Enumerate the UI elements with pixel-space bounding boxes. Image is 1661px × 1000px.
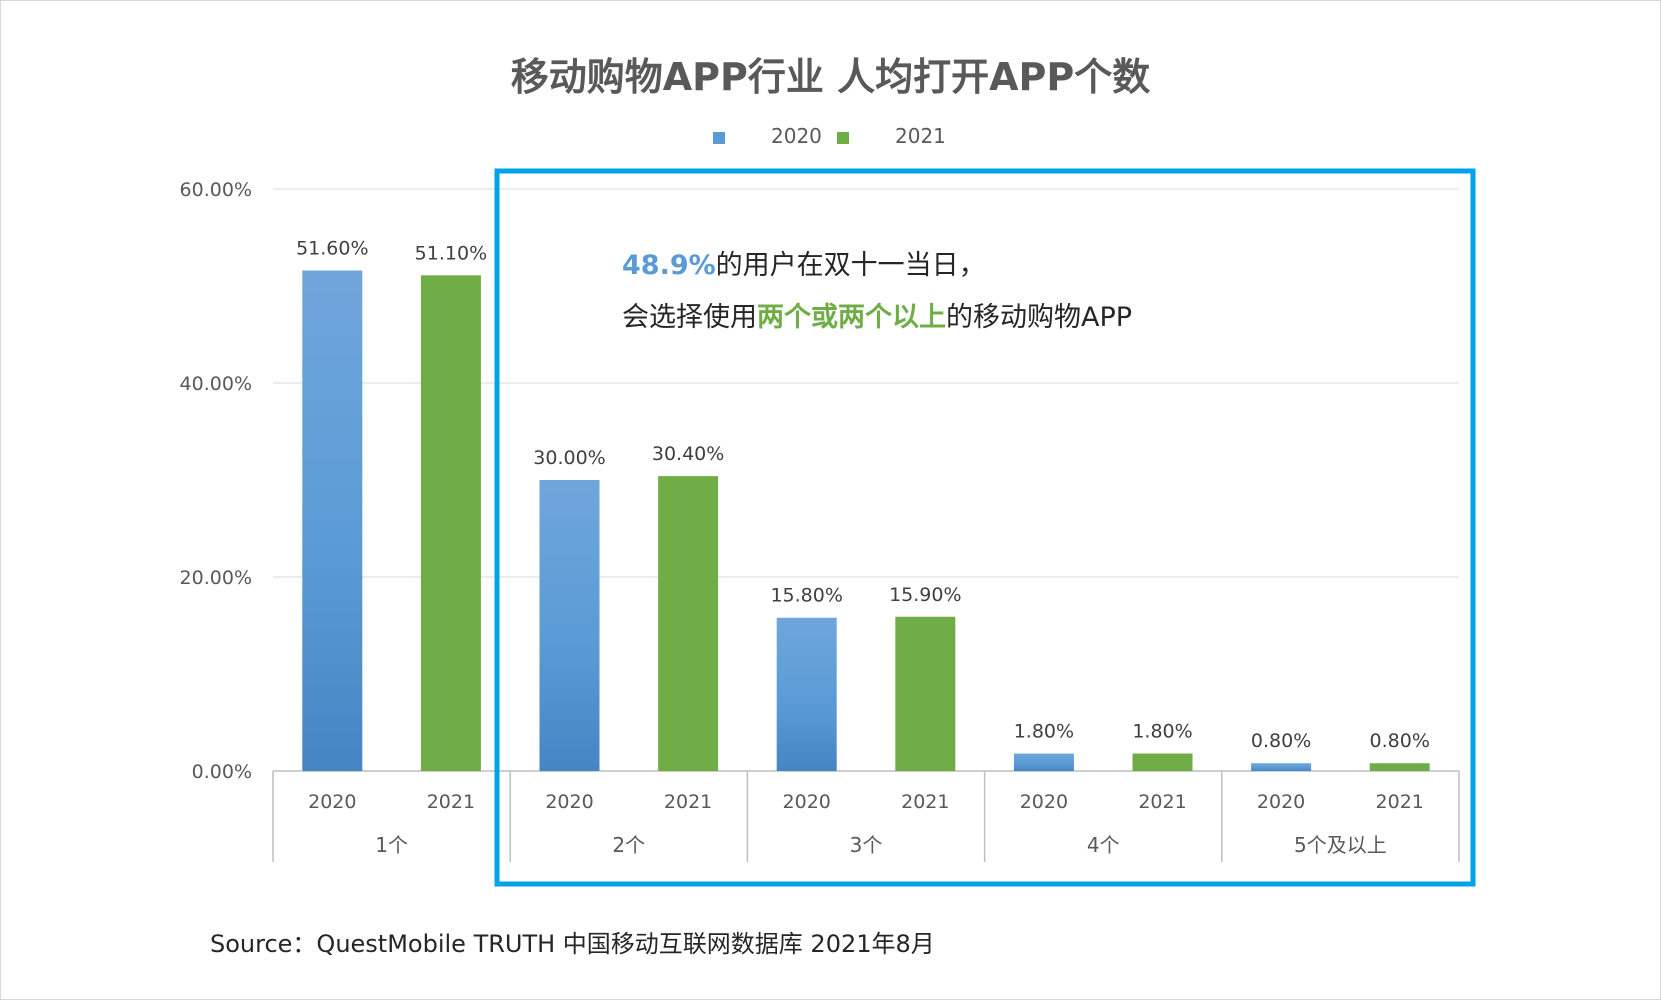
x-series-tick-label: 2020 — [1020, 791, 1068, 813]
callout-line-2-prefix: 会选择使用 — [622, 302, 757, 333]
y-tick-label: 60.00% — [180, 179, 252, 201]
bar-2021-1 — [420, 275, 481, 771]
data-label: 15.80% — [770, 585, 842, 607]
bar-2021-2 — [658, 476, 719, 771]
bar-2021-4 — [1132, 753, 1193, 771]
callout-highlight-percent: 48.9% — [622, 250, 716, 281]
y-tick-label: 0.00% — [192, 761, 252, 783]
data-label: 51.10% — [415, 242, 487, 264]
callout-highlight-count: 两个或两个以上 — [757, 302, 946, 333]
x-category-label: 1个 — [375, 833, 408, 857]
data-label: 30.00% — [533, 447, 605, 469]
bar-2020-2 — [539, 480, 600, 771]
callout-line-1: 48.9%的用户在双十一当日， — [622, 240, 1132, 292]
bar-2020-5 — [1251, 763, 1312, 771]
data-label: 30.40% — [652, 443, 724, 465]
x-category-label: 3个 — [850, 833, 883, 857]
bar-2020-4 — [1013, 753, 1074, 771]
bar-2020-1 — [302, 270, 363, 771]
data-label: 0.80% — [1251, 730, 1311, 752]
x-category-label: 2个 — [612, 833, 645, 857]
x-series-tick-label: 2020 — [1257, 791, 1305, 813]
legend-swatch-2021 — [837, 132, 849, 144]
x-series-tick-label: 2020 — [783, 791, 831, 813]
callout-line-1-rest: 的用户在双十一当日， — [715, 250, 986, 281]
y-tick-label: 20.00% — [180, 567, 252, 589]
highlight-box — [494, 168, 1476, 887]
x-series-tick-label: 2021 — [664, 791, 712, 813]
x-category-label: 5个及以上 — [1294, 833, 1387, 857]
data-label: 51.60% — [296, 237, 368, 259]
callout-line-2-suffix: 的移动购物APP — [946, 302, 1133, 333]
data-label: 0.80% — [1370, 730, 1430, 752]
x-series-tick-label: 2021 — [427, 791, 475, 813]
x-category-label: 4个 — [1087, 833, 1120, 857]
data-label: 1.80% — [1132, 721, 1192, 743]
callout-line-2: 会选择使用两个或两个以上的移动购物APP — [622, 292, 1132, 344]
legend-label-2021: 2021 — [895, 124, 946, 148]
x-series-tick-label: 2020 — [545, 791, 593, 813]
x-series-tick-label: 2020 — [308, 791, 356, 813]
bar-2021-5 — [1369, 763, 1430, 771]
callout-text: 48.9%的用户在双十一当日， 会选择使用两个或两个以上的移动购物APP — [622, 240, 1132, 344]
x-series-tick-label: 2021 — [1376, 791, 1424, 813]
y-tick-label: 40.00% — [180, 373, 252, 395]
data-label: 15.90% — [889, 584, 961, 606]
legend-swatch-2020 — [713, 132, 725, 144]
bar-2020-3 — [776, 617, 837, 771]
legend-label-2020: 2020 — [771, 124, 822, 148]
bar-2021-3 — [895, 616, 956, 771]
x-series-tick-label: 2021 — [1138, 791, 1186, 813]
chart-title: 移动购物APP行业 人均打开APP个数 — [510, 55, 1151, 99]
source-note: Source：QuestMobile TRUTH 中国移动互联网数据库 2021… — [210, 930, 935, 958]
data-label: 1.80% — [1014, 721, 1074, 743]
x-series-tick-label: 2021 — [901, 791, 949, 813]
